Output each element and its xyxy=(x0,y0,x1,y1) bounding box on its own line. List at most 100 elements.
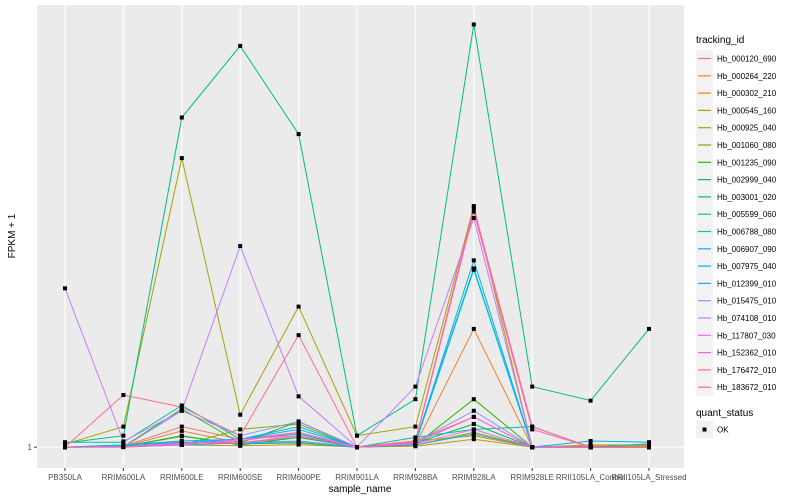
data-point xyxy=(296,430,301,435)
legend-label: Hb_007975_040 xyxy=(717,262,777,271)
legend-label: Hb_006907_090 xyxy=(717,245,777,254)
data-point xyxy=(413,397,418,402)
x-axis-title: sample_name xyxy=(329,484,392,495)
legend: Hb_000120_690 Hb_000264_220 Hb_000302_210 H… xyxy=(696,50,777,396)
data-point xyxy=(179,115,184,120)
data-point xyxy=(179,433,184,438)
data-point xyxy=(413,435,418,440)
data-point xyxy=(296,333,301,338)
legend-label: Hb_015475_010 xyxy=(717,297,777,306)
data-point xyxy=(647,445,651,450)
data-point xyxy=(471,437,476,442)
legend-label: Hb_000120_690 xyxy=(717,55,777,64)
data-point xyxy=(530,384,535,389)
legend-label: Hb_176472_010 xyxy=(717,366,777,375)
data-point xyxy=(296,439,301,444)
data-point xyxy=(530,424,535,429)
data-point xyxy=(588,445,593,450)
data-point xyxy=(471,427,476,432)
data-point xyxy=(296,394,301,399)
x-tick-label: RRII105LA_Control xyxy=(556,473,626,482)
data-point xyxy=(121,433,126,438)
data-point xyxy=(588,398,593,403)
data-point xyxy=(413,439,418,444)
shape-legend-title: quant_status xyxy=(696,408,753,419)
data-point xyxy=(471,22,476,27)
data-point xyxy=(296,304,301,309)
data-point xyxy=(179,156,184,161)
data-point xyxy=(296,419,301,424)
data-point xyxy=(238,433,243,438)
data-point xyxy=(296,132,301,137)
data-point xyxy=(296,427,301,432)
data-point xyxy=(471,216,476,221)
square-point-icon xyxy=(702,427,707,432)
data-point xyxy=(121,444,126,449)
data-point xyxy=(238,440,243,445)
legend-label: Hb_006788_080 xyxy=(717,228,777,237)
legend-label: Hb_000925_040 xyxy=(717,124,777,133)
data-point xyxy=(179,408,184,413)
legend-label: Hb_001235_090 xyxy=(717,158,777,167)
data-point xyxy=(471,209,476,214)
y-axis: 1 xyxy=(28,443,37,452)
data-point xyxy=(179,424,184,429)
data-point xyxy=(355,433,359,438)
legend-label: Hb_183672_010 xyxy=(717,383,777,392)
data-point xyxy=(238,412,243,417)
x-tick-label: RRIM928BA xyxy=(393,473,438,482)
data-point xyxy=(121,424,126,429)
legend-label: Hb_117807_030 xyxy=(717,331,776,340)
legend-label: Hb_000302_210 xyxy=(717,89,777,98)
data-point xyxy=(413,424,418,429)
x-tick-label: RRIM600PE xyxy=(276,473,320,482)
legend-label: Hb_012399_010 xyxy=(717,279,777,288)
data-point xyxy=(296,433,301,438)
legend-label: Hb_005599_060 xyxy=(717,210,777,219)
x-tick-label: RRIM928LA xyxy=(452,473,496,482)
data-point xyxy=(647,440,651,445)
data-point xyxy=(471,326,476,331)
data-point xyxy=(63,445,67,450)
x-tick-label: RRII105LA_Stressed xyxy=(611,473,686,482)
data-point xyxy=(530,427,535,432)
x-tick-label: RRIM600LA xyxy=(102,473,146,482)
legend-label: Hb_002999_040 xyxy=(717,176,777,185)
y-tick-label: 1 xyxy=(28,443,33,452)
data-point xyxy=(471,421,476,426)
data-point xyxy=(63,440,67,445)
data-point xyxy=(355,445,359,450)
legend-label: Hb_152362_010 xyxy=(717,349,777,358)
data-point xyxy=(179,428,184,433)
x-tick-label: RRIM901LA xyxy=(335,473,379,482)
data-point xyxy=(179,405,184,410)
data-point xyxy=(296,421,301,426)
data-point xyxy=(471,397,476,402)
data-point xyxy=(413,384,418,389)
legend-label: Hb_000545_160 xyxy=(717,106,777,115)
x-tick-label: PB350LA xyxy=(48,473,82,482)
data-point xyxy=(471,432,476,437)
x-axis: PB350LA RRIM600LA RRIM600LE RRIM600SE RRIM60… xyxy=(48,468,687,482)
data-point xyxy=(471,267,476,272)
plot-panel xyxy=(37,5,684,468)
series-points xyxy=(63,22,651,450)
legend-label: Hb_001060_080 xyxy=(717,141,777,150)
x-tick-label: RRIM928LE xyxy=(510,473,554,482)
x-tick-label: RRIM600LE xyxy=(160,473,204,482)
grid-lines xyxy=(37,5,684,468)
data-point xyxy=(63,286,67,291)
data-point xyxy=(121,393,126,398)
data-point xyxy=(238,244,243,249)
legend-label: Hb_074108_010 xyxy=(717,314,777,323)
shape-legend: OK xyxy=(696,421,729,438)
x-tick-label: RRIM600SE xyxy=(218,473,262,482)
data-point xyxy=(588,439,593,444)
data-point xyxy=(471,258,476,263)
data-point xyxy=(238,43,243,48)
data-point xyxy=(471,205,476,210)
data-point xyxy=(238,427,243,432)
y-axis-title: FPKM + 1 xyxy=(7,213,18,258)
data-point xyxy=(179,440,184,445)
